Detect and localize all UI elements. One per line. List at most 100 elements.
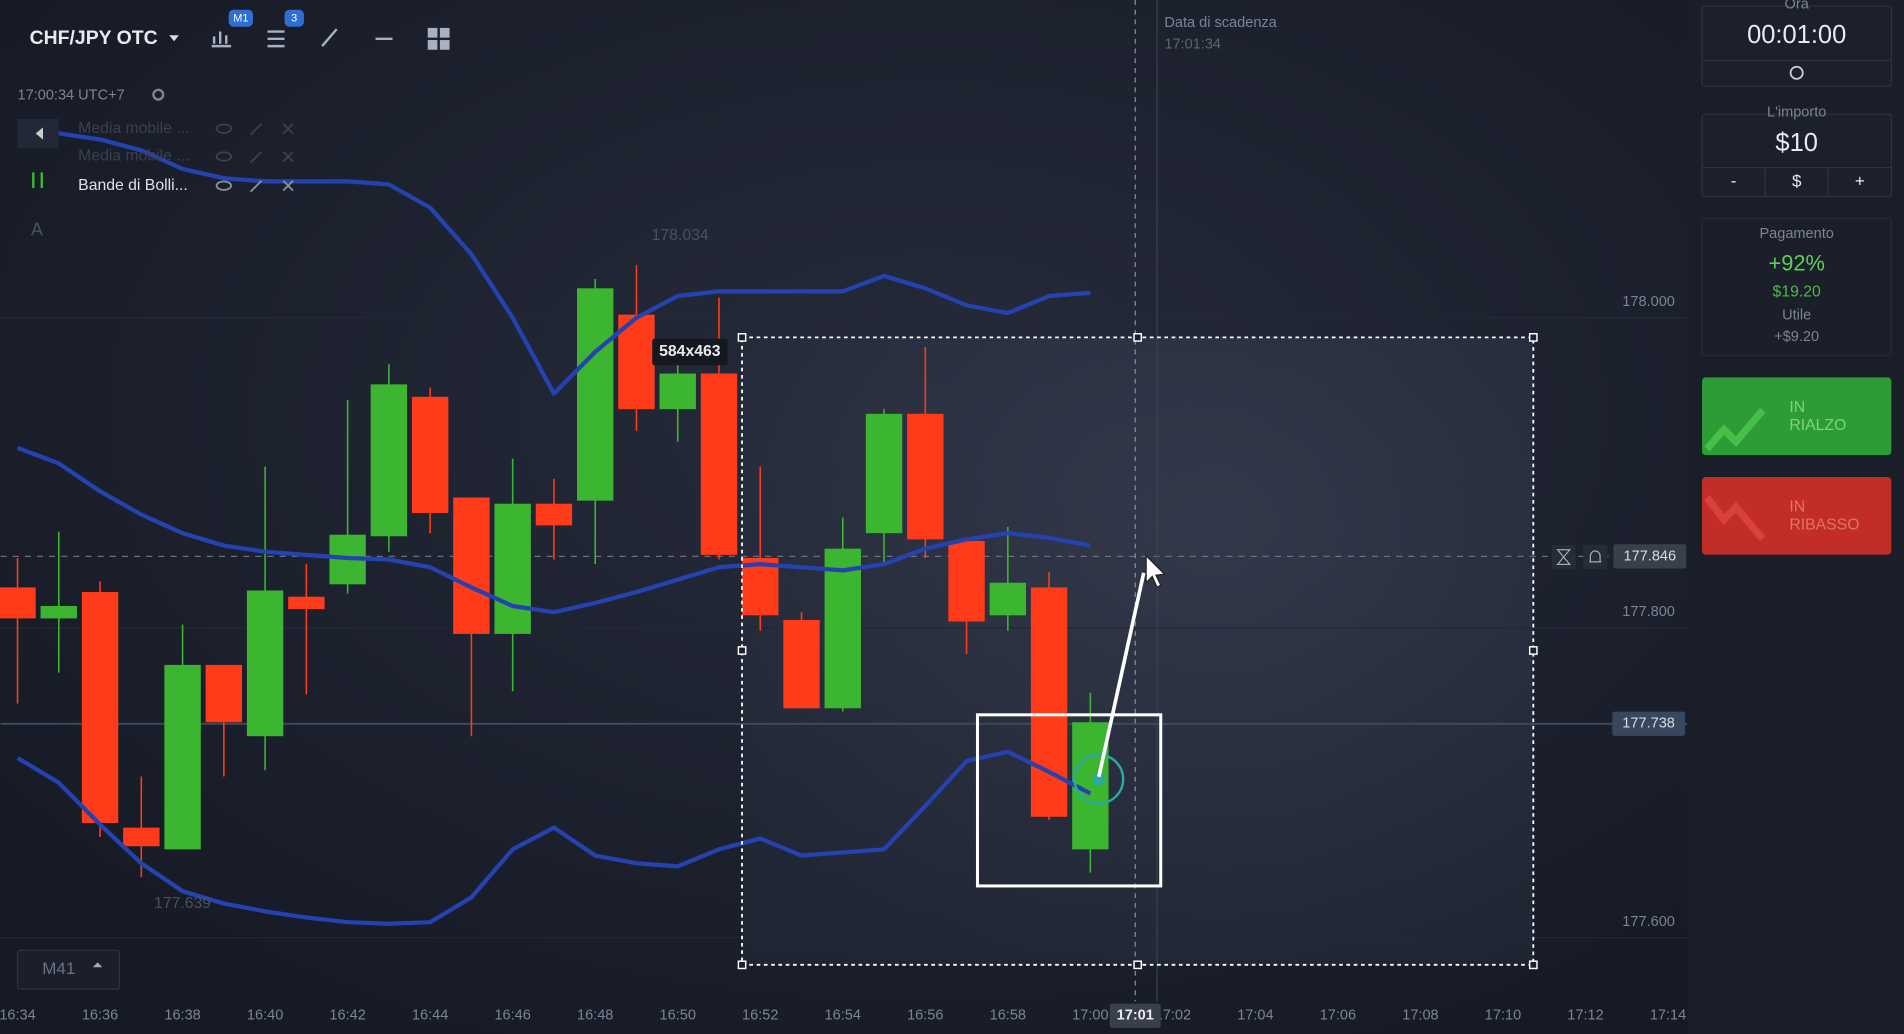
- amount-value: $10: [1775, 129, 1817, 157]
- x-tick-label: 16:58: [990, 1008, 1026, 1024]
- payout-box: [1701, 217, 1892, 357]
- x-tick-label: 16:34: [0, 1008, 36, 1024]
- profit-label: Utile: [1782, 307, 1811, 323]
- indicator-icons[interactable]: [215, 180, 294, 193]
- x-tick-label: 16:48: [577, 1008, 613, 1024]
- text-tool[interactable]: A: [31, 219, 44, 239]
- up-button-text: IN: [1789, 399, 1805, 416]
- low-label: 177.639: [154, 895, 211, 912]
- click-ring: [1073, 753, 1125, 805]
- current-price-box: [1613, 544, 1687, 569]
- bollinger-lower: [16, 749, 1092, 926]
- selection-handles[interactable]: [737, 333, 1538, 970]
- expiry-label: Data di scadenza: [1164, 15, 1277, 31]
- plot: 178.000 177.800 177.600 16:34 16:36 16:38 16:4…: [0, 124, 1688, 1024]
- crosshair-time-label: 17:01: [1117, 1008, 1154, 1024]
- x-tick-label: 16:36: [82, 1008, 118, 1024]
- indicators-button[interactable]: [267, 30, 285, 48]
- cursor: [1145, 554, 1166, 589]
- candle-body: [576, 288, 614, 501]
- alert-button[interactable]: [1583, 544, 1608, 570]
- size-text: 584x463: [659, 343, 721, 360]
- x-tick-label: 16:40: [247, 1008, 283, 1024]
- candle-body: [164, 664, 201, 850]
- arrow: [1097, 572, 1146, 778]
- x-tick-label: 16:54: [825, 1008, 861, 1024]
- timer-icon: [1556, 549, 1572, 565]
- x-tick-label: 17:12: [1567, 1008, 1603, 1024]
- draw-button[interactable]: [321, 28, 338, 47]
- candle-body: [411, 396, 449, 514]
- candle-body: [0, 587, 36, 619]
- down-button[interactable]: [1702, 476, 1892, 555]
- timeframe-selector[interactable]: [16, 949, 121, 990]
- layout-button[interactable]: [427, 27, 450, 50]
- indicator-tool-icon[interactable]: [32, 172, 44, 189]
- candle-body: [659, 373, 696, 410]
- chart-type-button[interactable]: [211, 31, 232, 48]
- down-button-text: IN: [1789, 498, 1805, 515]
- click-dot: [1092, 773, 1105, 786]
- amount-label: L'importo: [1767, 105, 1826, 121]
- symbol[interactable]: CHF/JPY OTC: [30, 27, 158, 49]
- bollinger-upper: [17, 124, 1091, 396]
- x-tick-label: 17:06: [1320, 1008, 1356, 1024]
- candle-body: [40, 606, 77, 619]
- candle-body: [535, 503, 573, 526]
- x-tick-label: 16:42: [329, 1008, 365, 1024]
- candle-body: [907, 413, 944, 540]
- down-icon: [1703, 495, 1766, 542]
- candle-body: [494, 503, 531, 634]
- candle-body: [453, 497, 490, 634]
- candle-body: [205, 664, 243, 723]
- indicator-name[interactable]: Media mobile ...: [78, 120, 189, 137]
- x-tick-label: 17:14: [1650, 1008, 1686, 1024]
- payout-percent: +92%: [1768, 250, 1824, 275]
- high-label: 178.034: [652, 227, 709, 244]
- candle-body: [700, 373, 738, 555]
- highlight-box: [975, 713, 1163, 888]
- indicators-badge: 3: [291, 13, 297, 25]
- currency-button[interactable]: $: [1792, 172, 1802, 191]
- crosshair-price-box: [1612, 711, 1686, 736]
- indicator-name[interactable]: Bande di Bolli...: [78, 177, 188, 194]
- up-button[interactable]: [1702, 377, 1892, 456]
- current-price-label: 177.846: [1624, 548, 1677, 564]
- clock-icon[interactable]: [1789, 65, 1804, 80]
- x-tick-label: 17:00: [1072, 1008, 1108, 1024]
- candle-body: [288, 596, 325, 610]
- candle-body: [865, 413, 903, 534]
- plus-button[interactable]: +: [1855, 172, 1865, 191]
- minus-button[interactable]: -: [1731, 172, 1737, 191]
- x-tick-label: 17:04: [1237, 1008, 1273, 1024]
- x-tick-label: 16:44: [412, 1008, 448, 1024]
- candle-body: [824, 548, 861, 709]
- alert-icon: [1589, 550, 1602, 563]
- candle-body: [246, 590, 284, 737]
- x-tick-label: 16:46: [494, 1008, 530, 1024]
- time-box[interactable]: [1701, 5, 1892, 87]
- badge: [284, 9, 304, 27]
- indicator-name[interactable]: Media mobile ...: [78, 148, 189, 165]
- up-icon: [1704, 407, 1766, 452]
- timeframe-text: M41: [42, 959, 75, 978]
- timeframe-badge: M1: [233, 13, 248, 25]
- crosshair-price-label: 177.738: [1622, 716, 1675, 732]
- settings-icon[interactable]: [152, 88, 165, 101]
- collapse-arrow: [35, 127, 44, 140]
- x-tick-label: 17:02: [1155, 1008, 1191, 1024]
- payout-amount: $19.20: [1773, 284, 1821, 301]
- time-label: Ora: [1785, 0, 1810, 13]
- symbol-dropdown[interactable]: [169, 35, 179, 42]
- bollinger-middle: [16, 445, 1091, 615]
- timeframe-arrow: [92, 962, 103, 968]
- down-button-text: RIBASSO: [1789, 517, 1859, 534]
- crosshair-time-box: [1109, 1003, 1161, 1028]
- amount-box[interactable]: [1701, 113, 1892, 198]
- y-tick-label: 177.800: [1622, 604, 1675, 620]
- indicator-icons[interactable]: [215, 123, 294, 164]
- x-tick-label: 16:56: [907, 1008, 943, 1024]
- candle-body: [370, 384, 408, 537]
